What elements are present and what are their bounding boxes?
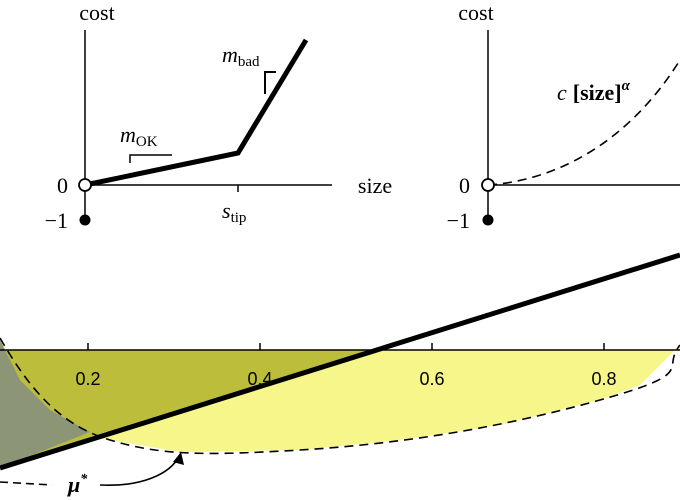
filled-dot bbox=[79, 214, 91, 226]
tick-label: 0.8 bbox=[591, 369, 616, 389]
minus-one-label: −1 bbox=[447, 208, 470, 233]
ok-bracket bbox=[129, 154, 172, 163]
yellow-region bbox=[90, 345, 680, 452]
zero-label: 0 bbox=[459, 173, 470, 198]
thick-line bbox=[0, 252, 680, 471]
x-label: size bbox=[358, 173, 392, 198]
olive-region bbox=[0, 345, 370, 468]
minus-one-label: −1 bbox=[45, 208, 68, 233]
base: [size] bbox=[573, 80, 622, 105]
zero-label: 0 bbox=[57, 173, 68, 198]
subscript: tip bbox=[231, 210, 247, 226]
symbol: s bbox=[222, 198, 231, 223]
y-label: cost bbox=[458, 0, 493, 25]
m-ok: mOK bbox=[120, 122, 158, 150]
filled-dot bbox=[482, 214, 494, 226]
subscript: OK bbox=[136, 134, 158, 150]
gray-region-top bbox=[0, 340, 90, 468]
dash-leader bbox=[0, 481, 53, 486]
subscript: bad bbox=[238, 54, 260, 70]
exponent: α bbox=[622, 78, 631, 94]
symbol: m bbox=[222, 42, 238, 67]
s-tip: stip bbox=[222, 198, 246, 226]
arrowhead bbox=[173, 452, 184, 465]
arrow bbox=[99, 454, 181, 486]
open-dot bbox=[481, 178, 495, 192]
tick-label: 0.6 bbox=[419, 369, 444, 389]
star: * bbox=[80, 472, 88, 487]
y-label: cost bbox=[79, 0, 114, 25]
dashed-curve bbox=[0, 337, 680, 455]
ticks bbox=[87, 343, 605, 350]
bad-bracket bbox=[264, 71, 276, 94]
symbol: m bbox=[120, 122, 136, 147]
open-dot bbox=[78, 178, 92, 192]
power-curve bbox=[487, 59, 680, 186]
curve-label: c [size]α bbox=[557, 78, 631, 105]
m-bad: mbad bbox=[222, 42, 260, 70]
coefficient: c bbox=[557, 80, 567, 105]
tick-label: 0.4 bbox=[247, 369, 272, 389]
mu: μ bbox=[67, 472, 80, 497]
mu-star: μ* bbox=[67, 472, 88, 497]
cost-line bbox=[84, 38, 309, 188]
tick-label: 0.2 bbox=[75, 369, 100, 389]
